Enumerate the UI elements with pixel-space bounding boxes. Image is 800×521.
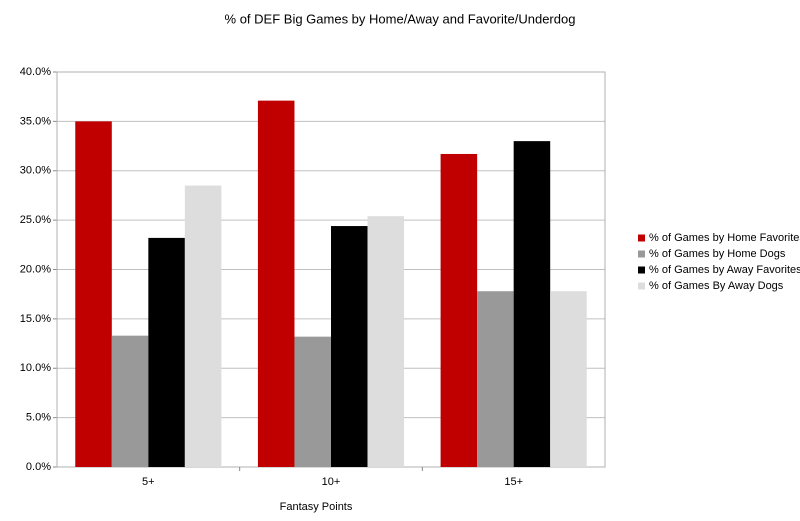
x-tick-label: 10+: [322, 476, 341, 488]
bar: [184, 185, 222, 467]
y-tick-label: 10.0%: [20, 362, 51, 374]
y-tick-label: 40.0%: [20, 66, 51, 78]
legend-label: % of Games by Home Favorites: [649, 232, 800, 244]
bar: [257, 100, 295, 467]
legend-swatch: [638, 282, 645, 290]
legend-label: % of Games by Home Dogs: [649, 248, 786, 260]
y-tick-label: 20.0%: [20, 263, 51, 275]
bar: [477, 291, 514, 467]
bar: [440, 153, 478, 467]
bar: [550, 291, 587, 467]
legend-swatch: [638, 234, 645, 242]
x-tick-label: 5+: [142, 476, 155, 488]
legend-swatch: [638, 266, 645, 274]
legend-label: % of Games by Away Favorites: [649, 264, 800, 276]
x-axis-label: Fantasy Points: [280, 501, 353, 513]
bar: [367, 216, 405, 467]
y-tick-label: 5.0%: [26, 412, 51, 424]
y-tick-label: 35.0%: [20, 115, 51, 127]
y-tick-label: 25.0%: [20, 214, 51, 226]
y-tick-label: 15.0%: [20, 313, 51, 325]
chart-title: % of DEF Big Games by Home/Away and Favo…: [225, 11, 576, 26]
y-tick-label: 0.0%: [26, 461, 51, 473]
bar: [111, 335, 149, 467]
x-tick-label: 15+: [504, 476, 523, 488]
bar: [148, 237, 185, 467]
bar: [513, 141, 551, 467]
bar: [331, 226, 368, 467]
legend-swatch: [638, 250, 645, 258]
bar: [75, 121, 112, 467]
y-tick-label: 30.0%: [20, 165, 51, 177]
bar: [294, 336, 331, 467]
legend-label: % of Games By Away Dogs: [649, 280, 784, 292]
